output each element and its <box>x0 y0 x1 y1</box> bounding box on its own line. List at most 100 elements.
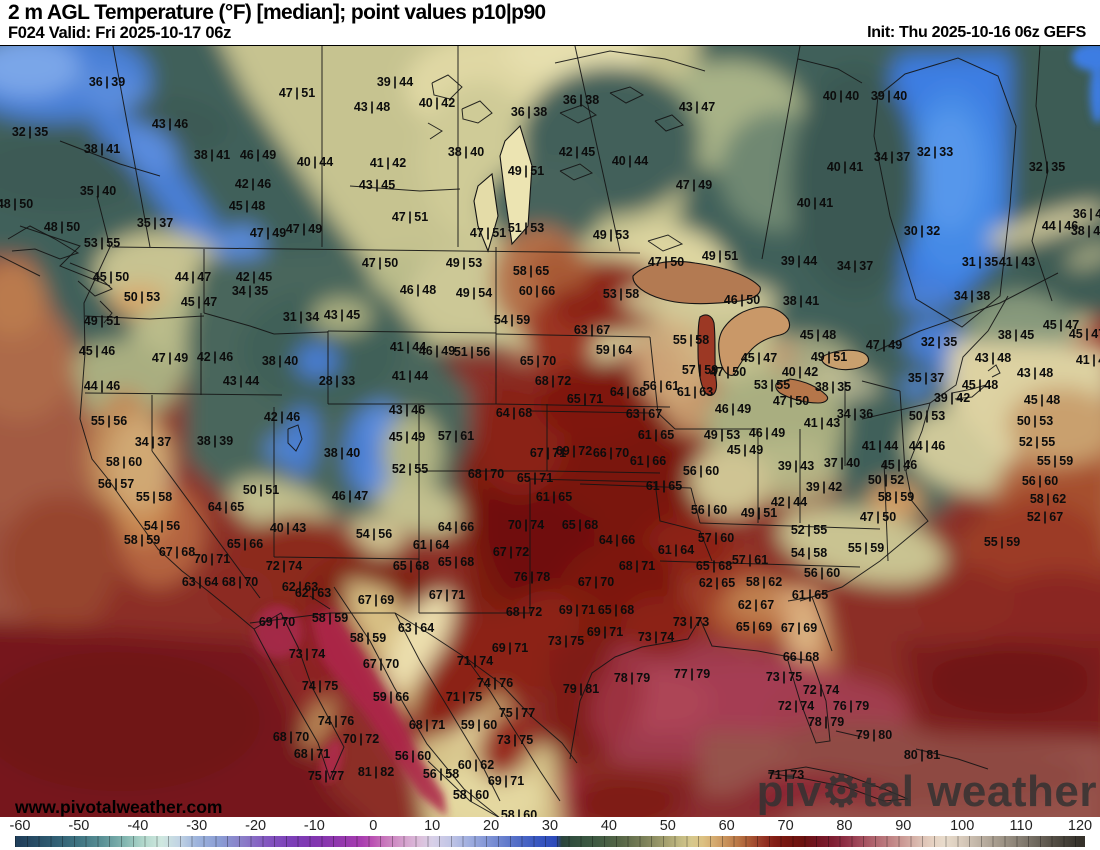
svg-text:36 | 39: 36 | 39 <box>89 75 125 89</box>
svg-text:45 | 48: 45 | 48 <box>229 199 265 213</box>
svg-text:56 | 60: 56 | 60 <box>804 566 840 580</box>
svg-text:52 | 55: 52 | 55 <box>392 462 428 476</box>
svg-text:58 | 59: 58 | 59 <box>312 611 348 625</box>
svg-text:38 | 40: 38 | 40 <box>448 145 484 159</box>
svg-text:41 | 43: 41 | 43 <box>999 255 1035 269</box>
svg-text:66 | 70: 66 | 70 <box>593 446 629 460</box>
svg-text:39 | 40: 39 | 40 <box>871 89 907 103</box>
svg-text:52 | 55: 52 | 55 <box>1019 435 1055 449</box>
svg-text:32 | 35: 32 | 35 <box>921 335 957 349</box>
svg-text:44 | 46: 44 | 46 <box>84 379 120 393</box>
svg-text:57 | 61: 57 | 61 <box>438 429 474 443</box>
svg-text:71 | 75: 71 | 75 <box>446 690 482 704</box>
svg-text:65 | 71: 65 | 71 <box>517 471 553 485</box>
svg-text:45 | 47: 45 | 47 <box>1069 327 1100 341</box>
svg-text:39 | 42: 39 | 42 <box>934 391 970 405</box>
svg-text:56 | 60: 56 | 60 <box>395 749 431 763</box>
svg-text:51 | 56: 51 | 56 <box>454 345 490 359</box>
svg-text:65 | 68: 65 | 68 <box>598 603 634 617</box>
svg-text:43 | 46: 43 | 46 <box>389 403 425 417</box>
svg-text:49 | 54: 49 | 54 <box>456 286 492 300</box>
svg-text:76 | 79: 76 | 79 <box>833 699 869 713</box>
svg-text:42 | 45: 42 | 45 <box>236 270 272 284</box>
svg-text:53 | 58: 53 | 58 <box>603 287 639 301</box>
svg-text:47 | 50: 47 | 50 <box>860 510 896 524</box>
svg-text:43 | 48: 43 | 48 <box>1017 366 1053 380</box>
svg-text:40 | 44: 40 | 44 <box>612 154 648 168</box>
svg-text:79 | 80: 79 | 80 <box>856 728 892 742</box>
svg-text:44 | 46: 44 | 46 <box>909 439 945 453</box>
svg-text:41 | 44: 41 | 44 <box>390 340 426 354</box>
svg-text:51 | 53: 51 | 53 <box>508 221 544 235</box>
svg-text:58 | 60: 58 | 60 <box>501 808 537 817</box>
svg-text:74 | 76: 74 | 76 <box>318 714 354 728</box>
svg-text:49 | 53: 49 | 53 <box>704 428 740 442</box>
svg-text:38 | 41: 38 | 41 <box>783 294 819 308</box>
svg-text:70 | 71: 70 | 71 <box>194 552 230 566</box>
svg-text:56 | 60: 56 | 60 <box>1022 474 1058 488</box>
svg-text:40 | 40: 40 | 40 <box>823 89 859 103</box>
svg-text:58 | 60: 58 | 60 <box>106 455 142 469</box>
svg-text:67 | 70: 67 | 70 <box>363 657 399 671</box>
svg-text:74 | 76: 74 | 76 <box>477 676 513 690</box>
svg-text:30 | 32: 30 | 32 <box>904 224 940 238</box>
svg-text:40 | 42: 40 | 42 <box>782 365 818 379</box>
svg-text:50 | 53: 50 | 53 <box>124 290 160 304</box>
svg-text:45 | 47: 45 | 47 <box>741 351 777 365</box>
svg-text:37 | 40: 37 | 40 <box>824 456 860 470</box>
svg-text:61 | 66: 61 | 66 <box>630 454 666 468</box>
svg-text:41 | 44: 41 | 44 <box>392 369 428 383</box>
svg-text:61 | 64: 61 | 64 <box>413 538 449 552</box>
svg-text:46 | 47: 46 | 47 <box>332 489 368 503</box>
svg-text:80 | 81: 80 | 81 <box>904 748 940 762</box>
svg-text:68 | 71: 68 | 71 <box>294 747 330 761</box>
svg-text:72 | 74: 72 | 74 <box>778 699 814 713</box>
svg-text:55 | 58: 55 | 58 <box>136 490 172 504</box>
svg-text:63 | 64: 63 | 64 <box>182 575 218 589</box>
svg-text:77 | 79: 77 | 79 <box>674 667 710 681</box>
svg-text:67 | 68: 67 | 68 <box>159 545 195 559</box>
svg-text:49 | 51: 49 | 51 <box>508 164 544 178</box>
svg-text:79 | 81: 79 | 81 <box>563 682 599 696</box>
svg-text:67 | 69: 67 | 69 <box>781 621 817 635</box>
svg-text:40 | 43: 40 | 43 <box>270 521 306 535</box>
svg-text:65 | 68: 65 | 68 <box>696 559 732 573</box>
svg-text:67 | 70: 67 | 70 <box>578 575 614 589</box>
svg-text:34 | 38: 34 | 38 <box>954 289 990 303</box>
svg-text:47 | 51: 47 | 51 <box>470 226 506 240</box>
svg-text:70 | 74: 70 | 74 <box>508 518 544 532</box>
svg-text:68 | 72: 68 | 72 <box>506 605 542 619</box>
svg-text:58 | 59: 58 | 59 <box>350 631 386 645</box>
svg-text:45 | 46: 45 | 46 <box>79 344 115 358</box>
svg-text:34 | 37: 34 | 37 <box>874 150 910 164</box>
svg-text:69 | 71: 69 | 71 <box>587 625 623 639</box>
svg-text:47 | 50: 47 | 50 <box>362 256 398 270</box>
svg-text:45 | 50: 45 | 50 <box>93 270 129 284</box>
svg-text:60 | 62: 60 | 62 <box>458 758 494 772</box>
svg-text:65 | 70: 65 | 70 <box>520 354 556 368</box>
svg-text:56 | 57: 56 | 57 <box>98 477 134 491</box>
svg-text:81 | 82: 81 | 82 <box>358 765 394 779</box>
svg-text:40 | 41: 40 | 41 <box>797 196 833 210</box>
svg-text:61 | 64: 61 | 64 <box>658 543 694 557</box>
svg-text:61 | 65: 61 | 65 <box>646 479 682 493</box>
svg-text:61 | 65: 61 | 65 <box>536 490 572 504</box>
svg-text:58 | 59: 58 | 59 <box>124 533 160 547</box>
svg-text:72 | 74: 72 | 74 <box>803 683 839 697</box>
svg-text:65 | 69: 65 | 69 <box>736 620 772 634</box>
svg-text:45 | 46: 45 | 46 <box>881 458 917 472</box>
svg-text:47 | 50: 47 | 50 <box>773 394 809 408</box>
svg-text:piv⚙tal weather: piv⚙tal weather <box>757 767 1097 816</box>
svg-text:75 | 77: 75 | 77 <box>308 769 344 783</box>
svg-text:39 | 44: 39 | 44 <box>781 254 817 268</box>
svg-text:38 | 39: 38 | 39 <box>197 434 233 448</box>
svg-text:68 | 71: 68 | 71 <box>619 559 655 573</box>
svg-text:68 | 71: 68 | 71 <box>409 718 445 732</box>
svg-text:61 | 65: 61 | 65 <box>638 428 674 442</box>
svg-text:40 | 41: 40 | 41 <box>827 160 863 174</box>
svg-text:34 | 37: 34 | 37 <box>135 435 171 449</box>
svg-text:55 | 58: 55 | 58 <box>673 333 709 347</box>
svg-text:63 | 67: 63 | 67 <box>574 323 610 337</box>
svg-text:39 | 42: 39 | 42 <box>806 480 842 494</box>
svg-text:67 | 72: 67 | 72 <box>493 545 529 559</box>
